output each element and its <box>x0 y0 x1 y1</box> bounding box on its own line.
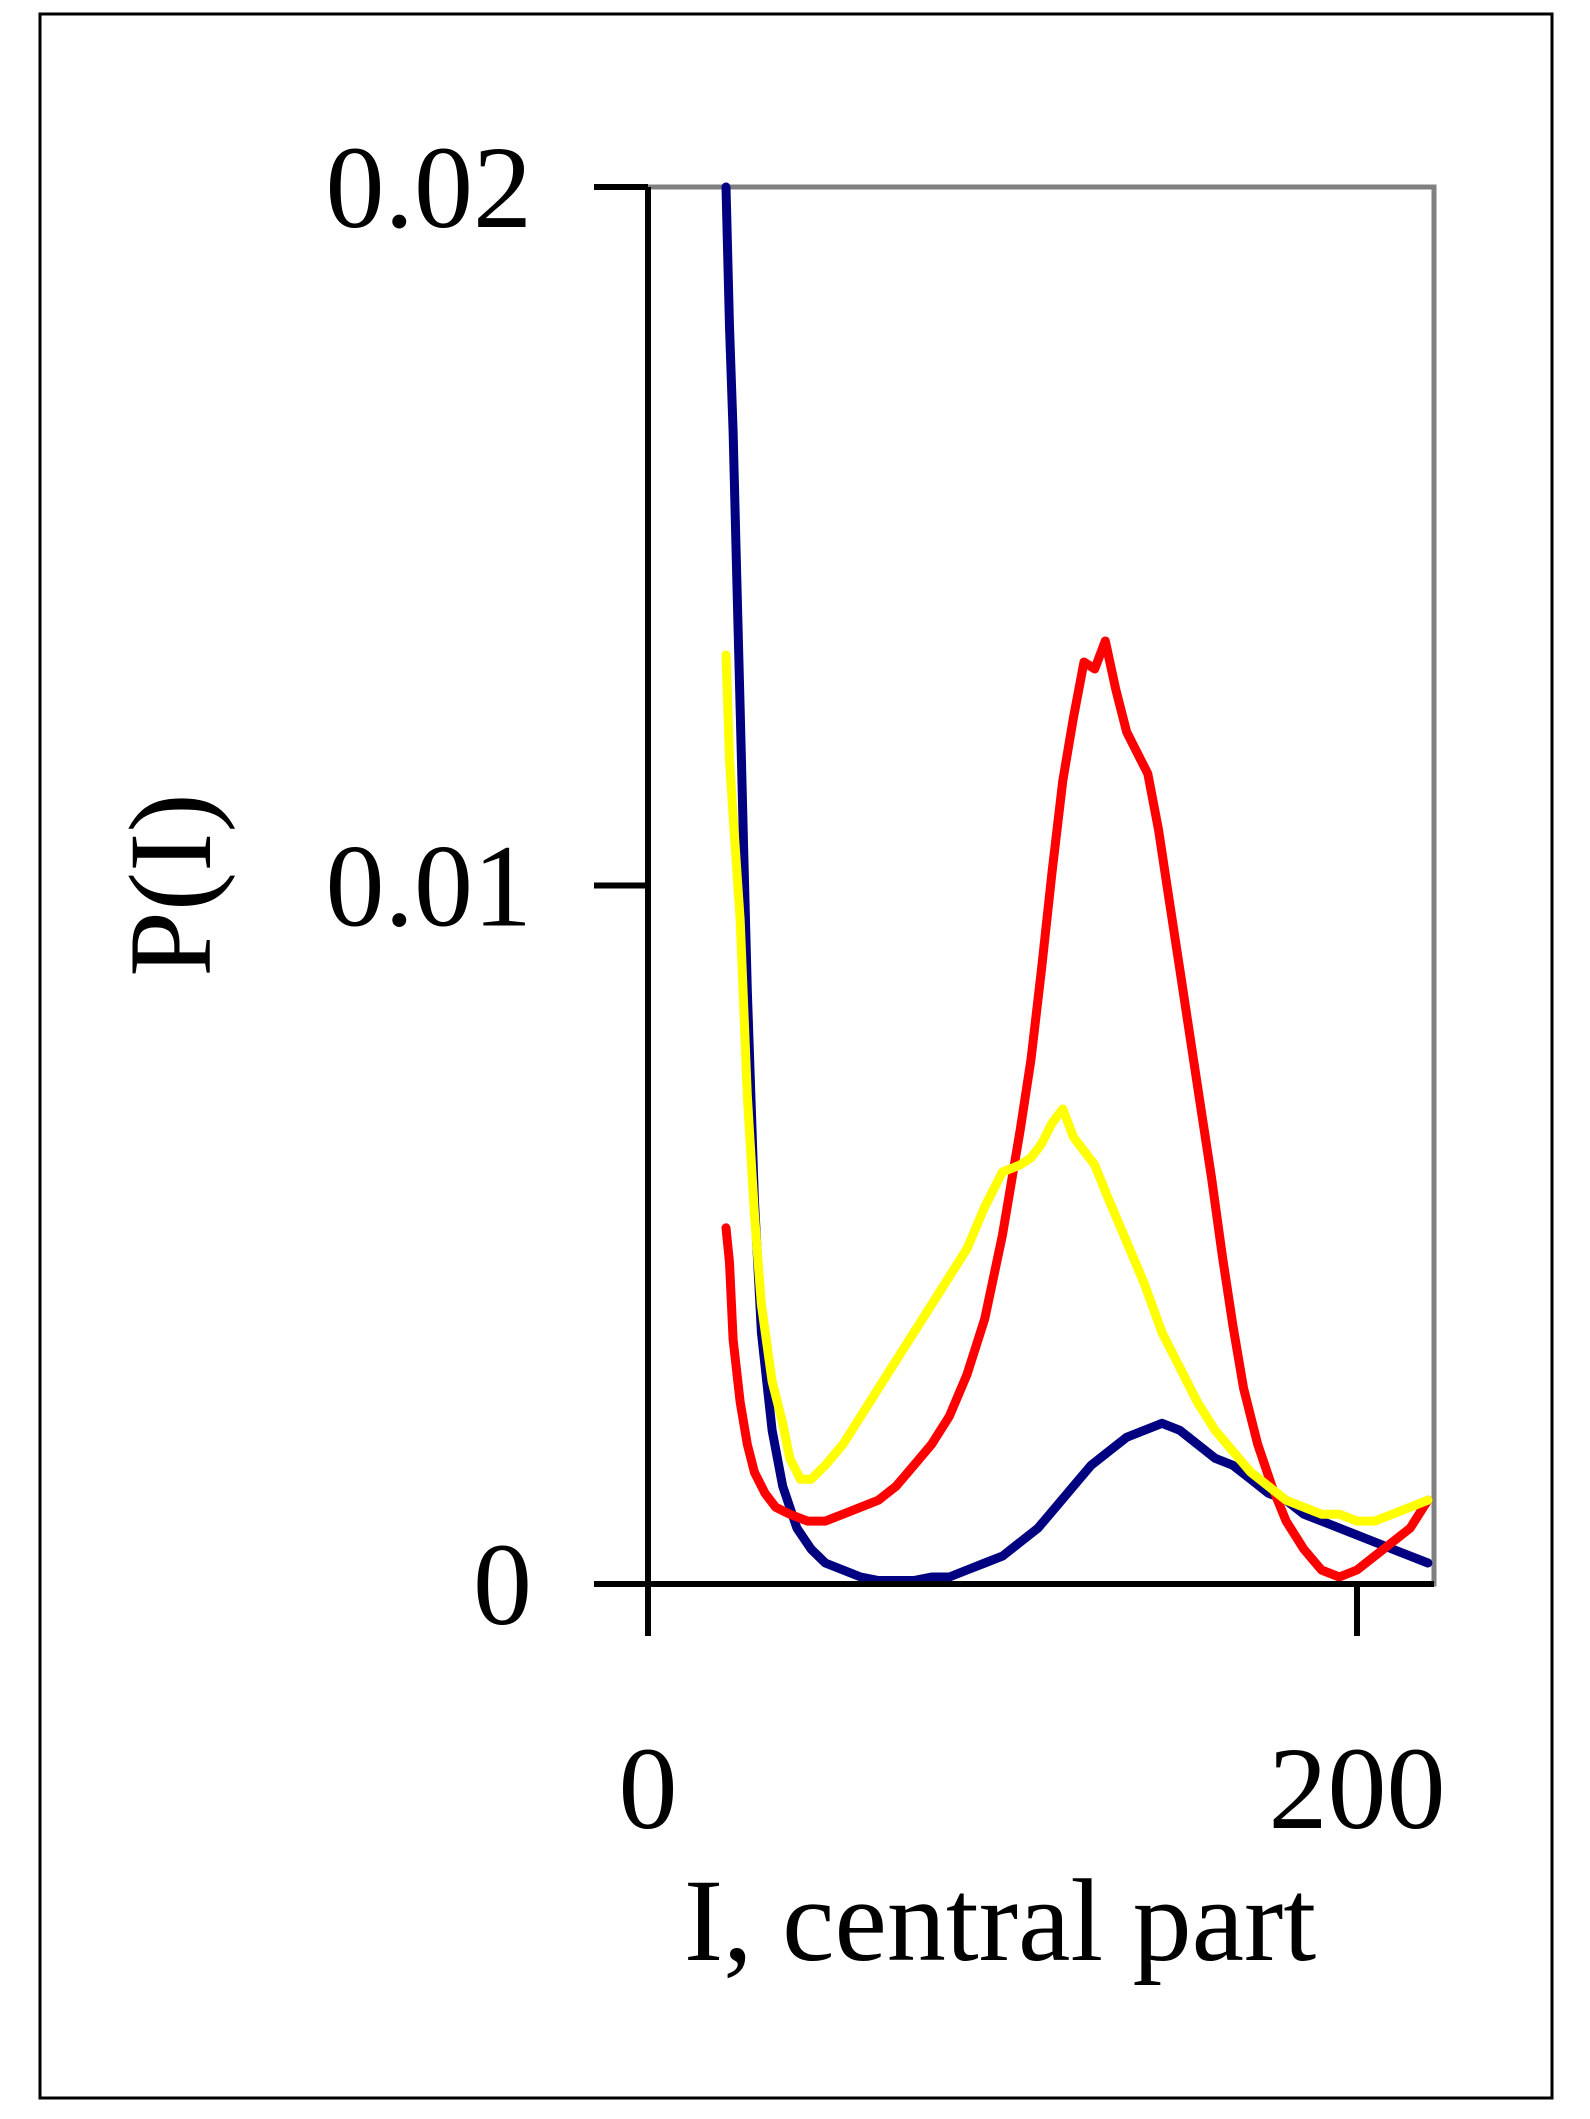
x-axis-label: I, central part <box>684 1855 1316 1986</box>
x-tick-label-2: 200 <box>1269 1723 1446 1854</box>
y-tick-label-2: 0.01 <box>326 821 533 952</box>
y-tick-label-1: 0 <box>473 1519 532 1650</box>
series-layer <box>721 182 1433 1585</box>
ticks-layer: 0 0.01 0.02 0 200 <box>326 122 1446 1854</box>
y-tick-label-3: 0.02 <box>326 122 533 253</box>
figure-frame <box>38 12 1554 2100</box>
x-tick-label-1: 0 <box>619 1723 678 1854</box>
series-line-3 <box>721 650 1433 1526</box>
y-axis-label: P(I) <box>105 793 236 977</box>
